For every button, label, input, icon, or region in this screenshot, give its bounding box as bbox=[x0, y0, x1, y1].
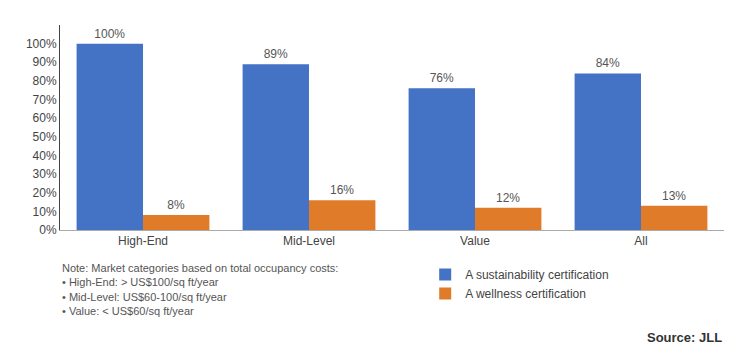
svg-text:80%: 80% bbox=[33, 74, 57, 88]
svg-text:High-End: High-End bbox=[118, 234, 168, 248]
svg-text:76%: 76% bbox=[430, 71, 454, 85]
svg-text:70%: 70% bbox=[33, 93, 57, 107]
svg-text:Mid-Level: Mid-Level bbox=[283, 234, 335, 248]
svg-text:Value: Value bbox=[460, 234, 490, 248]
svg-text:All: All bbox=[634, 234, 647, 248]
svg-text:90%: 90% bbox=[33, 55, 57, 69]
svg-text:30%: 30% bbox=[33, 167, 57, 181]
svg-text:84%: 84% bbox=[596, 56, 620, 70]
svg-text:100%: 100% bbox=[94, 27, 125, 41]
svg-text:100%: 100% bbox=[26, 37, 57, 51]
svg-text:Note: Market categories based: Note: Market categories based on total o… bbox=[62, 262, 338, 317]
svg-text:0%: 0% bbox=[39, 223, 57, 237]
svg-text:89%: 89% bbox=[264, 47, 288, 61]
svg-text:60%: 60% bbox=[33, 111, 57, 125]
svg-text:Source: JLL: Source: JLL bbox=[647, 330, 722, 345]
svg-text:A sustainability certification: A sustainability certification bbox=[465, 268, 608, 282]
svg-text:A wellness certification: A wellness certification bbox=[465, 287, 586, 301]
svg-text:12%: 12% bbox=[496, 191, 520, 205]
svg-text:10%: 10% bbox=[33, 205, 57, 219]
svg-text:50%: 50% bbox=[33, 130, 57, 144]
svg-text:20%: 20% bbox=[33, 186, 57, 200]
svg-text:16%: 16% bbox=[330, 183, 354, 197]
svg-text:40%: 40% bbox=[33, 149, 57, 163]
svg-text:13%: 13% bbox=[662, 189, 686, 203]
svg-text:8%: 8% bbox=[167, 198, 185, 212]
